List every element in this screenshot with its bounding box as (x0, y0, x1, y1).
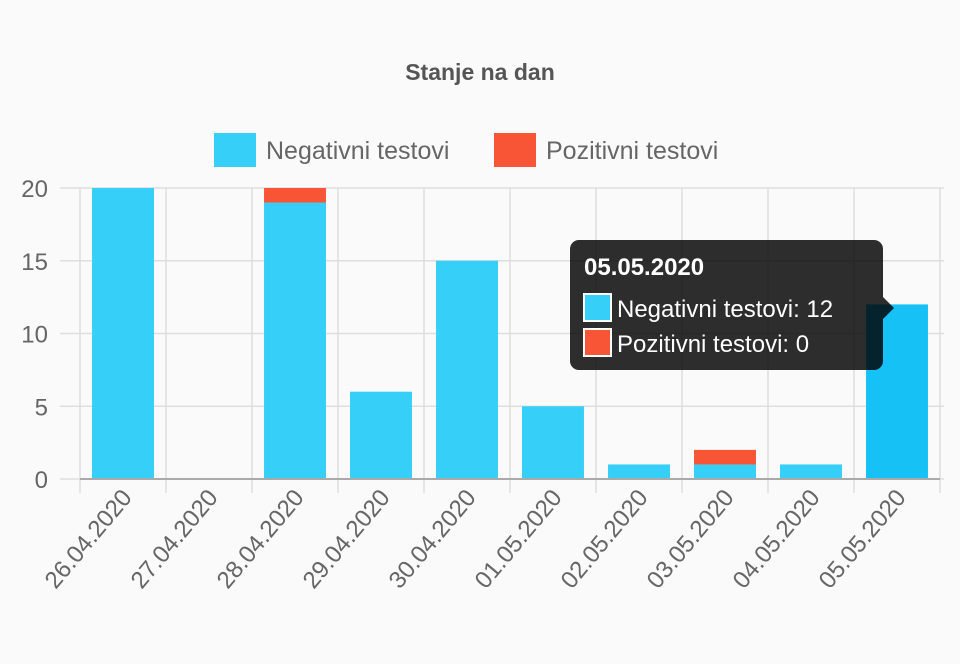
tooltip-swatch-2 (583, 328, 612, 357)
bar-positive-8 (694, 449, 756, 465)
tooltip-box (570, 240, 883, 370)
tooltip-caret (883, 297, 894, 319)
bar-negative-1 (92, 188, 154, 479)
y-tick-label: 15 (21, 249, 48, 276)
legend-label-1: Negativni testovi (266, 137, 449, 165)
tooltip-title: 05.05.2020 (584, 254, 704, 281)
legend-swatch-2 (494, 133, 536, 167)
legend: Negativni testovi Pozitivni testovi (214, 133, 718, 167)
x-tick-label: 01.05.2020 (470, 485, 568, 594)
bar-negative-9 (780, 464, 842, 479)
x-tick-label: 03.05.2020 (642, 485, 740, 594)
x-tick-label: 30.04.2020 (384, 485, 482, 594)
bars (92, 188, 928, 480)
legend-swatch-1 (214, 133, 256, 167)
bar-negative-6 (522, 406, 584, 479)
bar-negative-8 (694, 464, 756, 479)
y-tick-label: 0 (35, 467, 48, 494)
y-tick-label: 10 (21, 322, 48, 349)
bar-negative-7 (608, 464, 670, 479)
bar-positive-3 (264, 188, 326, 203)
y-tick-label: 5 (35, 394, 48, 421)
y-tick-label: 20 (21, 176, 48, 203)
bar-negative-5 (436, 260, 498, 479)
x-tick-label: 26.04.2020 (40, 485, 138, 594)
x-tick-label: 05.05.2020 (814, 485, 912, 594)
axes: 26.04.202027.04.202028.04.202029.04.2020… (40, 478, 940, 594)
x-tick-label: 27.04.2020 (126, 485, 224, 594)
bar-negative-4 (350, 391, 412, 479)
x-tick-label: 02.05.2020 (556, 485, 654, 594)
x-tick-label: 28.04.2020 (212, 485, 310, 594)
x-tick-label: 04.05.2020 (728, 485, 826, 594)
tooltip-line-2: Pozitivni testovi: 0 (617, 331, 809, 358)
bar-negative-3 (264, 202, 326, 480)
chart-title: Stanje na dan (405, 59, 555, 85)
tooltip-swatch-1 (583, 293, 612, 322)
x-tick-label: 29.04.2020 (298, 485, 396, 594)
tooltip-line-1: Negativni testovi: 12 (617, 296, 833, 323)
legend-label-2: Pozitivni testovi (546, 137, 718, 165)
tooltip: 05.05.2020 Negativni testovi: 12 Pozitivni… (570, 240, 894, 370)
